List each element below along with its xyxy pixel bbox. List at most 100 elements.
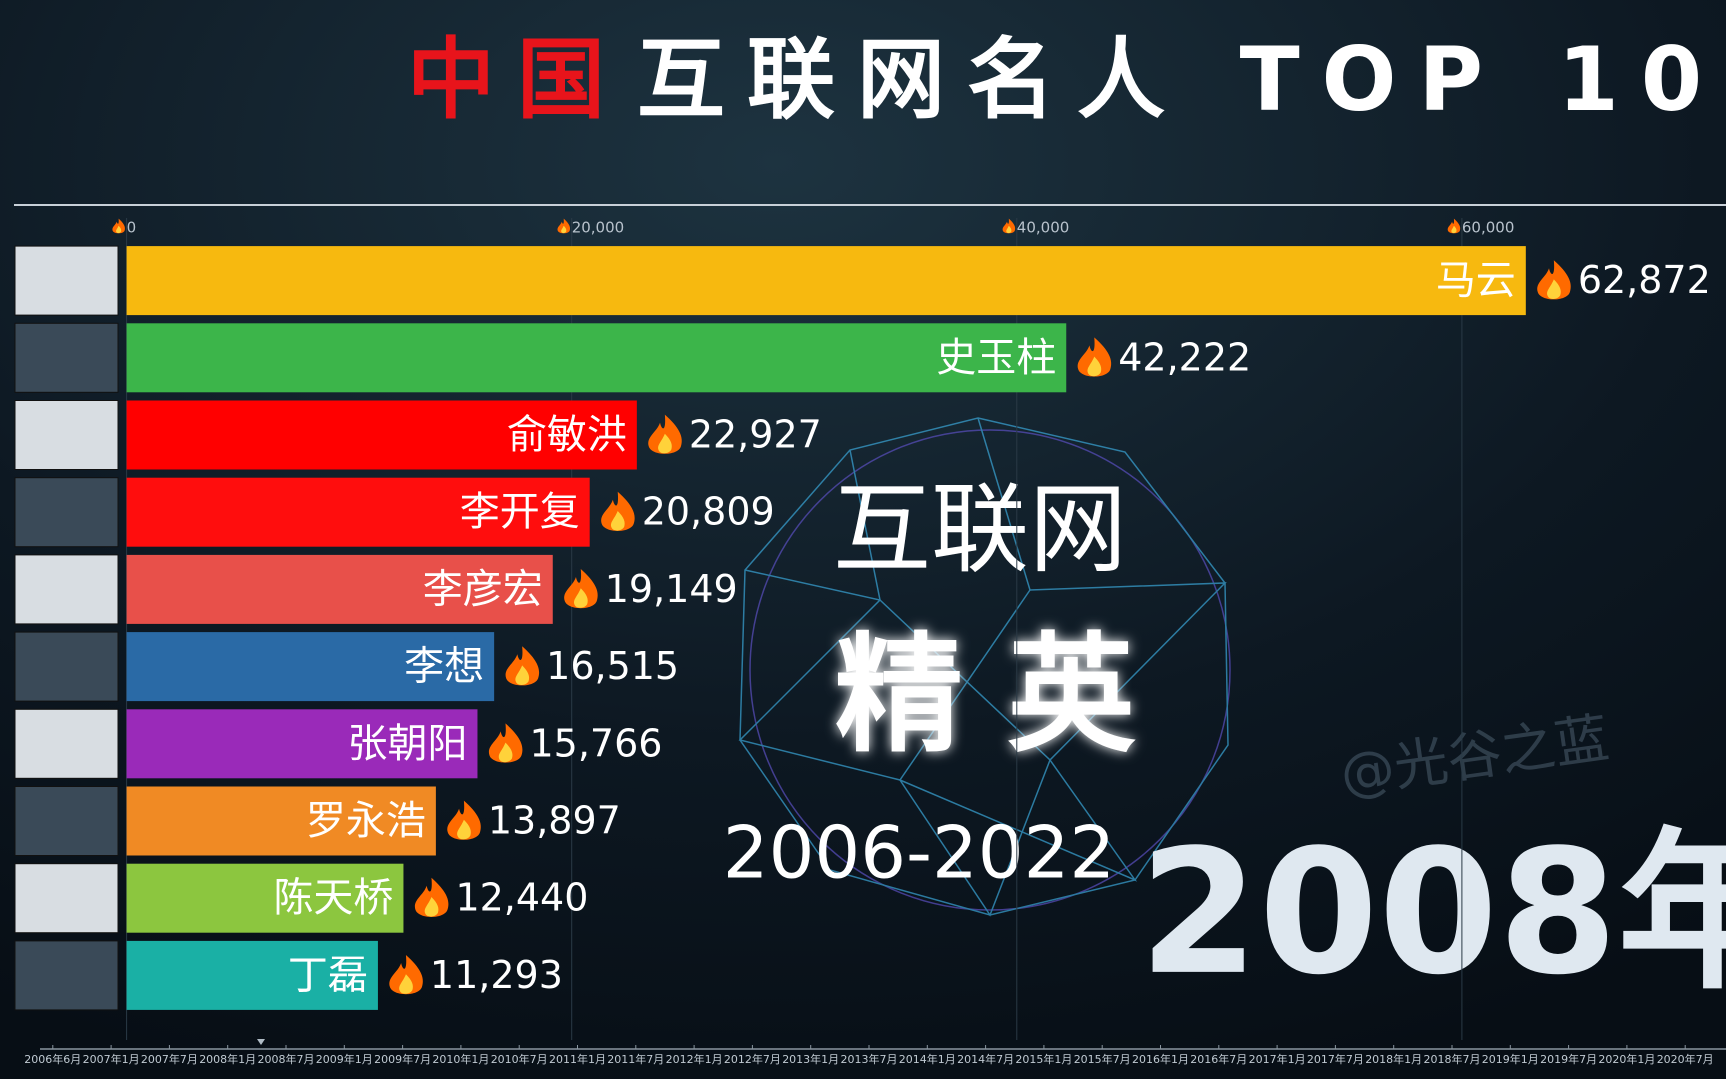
- bar: [126, 554, 553, 624]
- avatar: [14, 554, 119, 625]
- timeline-label: 2009年1月: [316, 1052, 373, 1066]
- avatar: [14, 245, 119, 316]
- timeline-label: 2013年7月: [841, 1052, 898, 1066]
- timeline-label: 2018年1月: [1365, 1052, 1422, 1066]
- value-label: 11,293: [430, 953, 563, 997]
- bar: [126, 786, 436, 856]
- bar: [126, 709, 478, 779]
- flame-icon: [1537, 260, 1571, 300]
- bar: [126, 632, 495, 702]
- timeline-label: 2012年7月: [724, 1052, 781, 1066]
- flame-icon: [505, 646, 540, 686]
- flame-inner: [658, 433, 672, 454]
- timeline-label: 2012年1月: [666, 1052, 723, 1066]
- flame-inner: [1006, 225, 1012, 234]
- timeline-label: 2015年1月: [1015, 1052, 1072, 1066]
- x-tick-label: 0: [127, 219, 137, 237]
- timeline-label: 2007年7月: [141, 1052, 198, 1066]
- timeline-label: 2016年1月: [1132, 1052, 1189, 1066]
- flame-icon: [1002, 218, 1016, 234]
- timeline-label: 2008年1月: [199, 1052, 256, 1066]
- flame-icon: [601, 491, 635, 531]
- x-tick-label: 20,000: [572, 219, 625, 237]
- timeline-label: 2020年1月: [1598, 1052, 1655, 1066]
- timeline-label: 2017年7月: [1307, 1052, 1364, 1066]
- value-label: 15,766: [529, 721, 662, 765]
- current-period: 2008年2: [1139, 812, 1726, 1013]
- bar: [126, 477, 590, 547]
- timeline-label: 2009年7月: [374, 1052, 431, 1066]
- timeline-label: 2015年7月: [1074, 1052, 1131, 1066]
- bar-name-label: 丁磊: [288, 952, 368, 998]
- flame-icon: [414, 877, 449, 917]
- value-label: 12,440: [455, 876, 588, 920]
- flame-inner: [424, 897, 439, 917]
- title-highlight: 中国: [407, 28, 627, 131]
- avatar: [14, 708, 119, 779]
- value-label: 20,809: [642, 490, 775, 534]
- network-decoration: [738, 417, 1231, 917]
- avatar: [14, 940, 119, 1011]
- timeline-label: 2008年7月: [258, 1052, 315, 1066]
- timeline-label: 2014年1月: [899, 1052, 956, 1066]
- bar-name-label: 陈天桥: [273, 875, 393, 921]
- flame-inner: [561, 225, 567, 234]
- chart-title: 中国 互联网名人 TOP 10: [407, 28, 1724, 131]
- flame-icon: [389, 955, 423, 995]
- timeline-label: 2018年7月: [1424, 1052, 1481, 1066]
- bar-name-label: 张朝阳: [347, 721, 467, 767]
- bar-name-label: 马云: [1436, 258, 1516, 304]
- value-label: 16,515: [546, 644, 679, 688]
- flame-inner: [399, 974, 413, 994]
- timeline-label: 2010年7月: [491, 1052, 548, 1066]
- year-range: 2006-2022: [723, 811, 1115, 895]
- avatar: [14, 631, 119, 702]
- flame-inner: [457, 819, 471, 840]
- bar: [126, 940, 378, 1010]
- flame-icon: [648, 414, 682, 454]
- timeline-label: 2013年1月: [782, 1052, 839, 1066]
- avatar: [14, 786, 119, 856]
- timeline-label: 2016年7月: [1190, 1052, 1247, 1066]
- bar-name-label: 史玉柱: [936, 335, 1056, 381]
- bar-name-label: 李想: [404, 644, 484, 690]
- value-label: 13,897: [488, 799, 621, 843]
- flame-inner: [1087, 356, 1102, 377]
- value-label: 42,222: [1118, 335, 1251, 379]
- title-main: 互联网名人 TOP 10: [637, 28, 1724, 131]
- bar-name-label: 李彦宏: [423, 566, 543, 612]
- x-tick-label: 60,000: [1462, 219, 1515, 237]
- flame-inner: [498, 742, 513, 763]
- bar-name-label: 罗永浩: [306, 798, 426, 844]
- timeline-label: 2019年1月: [1482, 1052, 1539, 1066]
- flame-inner: [1547, 279, 1561, 299]
- avatar: [14, 477, 119, 548]
- subhead: 精 英: [835, 621, 1137, 770]
- timeline-label: 2011年1月: [549, 1052, 606, 1066]
- timeline-label: 2011年7月: [607, 1052, 664, 1066]
- flame-icon: [447, 800, 481, 840]
- flame-inner: [515, 665, 530, 685]
- flame-inner: [116, 225, 122, 234]
- flame-icon: [1447, 218, 1461, 234]
- timeline-label: 2014年7月: [957, 1052, 1014, 1066]
- timeline-cursor: [257, 1039, 265, 1045]
- flame-inner: [574, 588, 588, 608]
- flame-icon: [557, 218, 571, 234]
- bar-name-label: 俞敏洪: [507, 412, 627, 458]
- bar: [126, 863, 404, 933]
- timeline-label: 2006年6月: [24, 1052, 81, 1066]
- bar: [126, 323, 1067, 393]
- timeline-label: 2010年1月: [432, 1052, 489, 1066]
- flame-icon: [564, 569, 598, 609]
- avatar: [14, 863, 119, 934]
- timeline-label: 2017年1月: [1249, 1052, 1306, 1066]
- value-label: 19,149: [605, 567, 738, 611]
- avatar: [14, 322, 119, 393]
- x-tick-label: 40,000: [1017, 219, 1070, 237]
- flame-inner: [1451, 225, 1457, 234]
- flame-icon: [488, 723, 523, 763]
- value-label: 62,872: [1578, 258, 1711, 302]
- headline: 互联网: [833, 473, 1127, 587]
